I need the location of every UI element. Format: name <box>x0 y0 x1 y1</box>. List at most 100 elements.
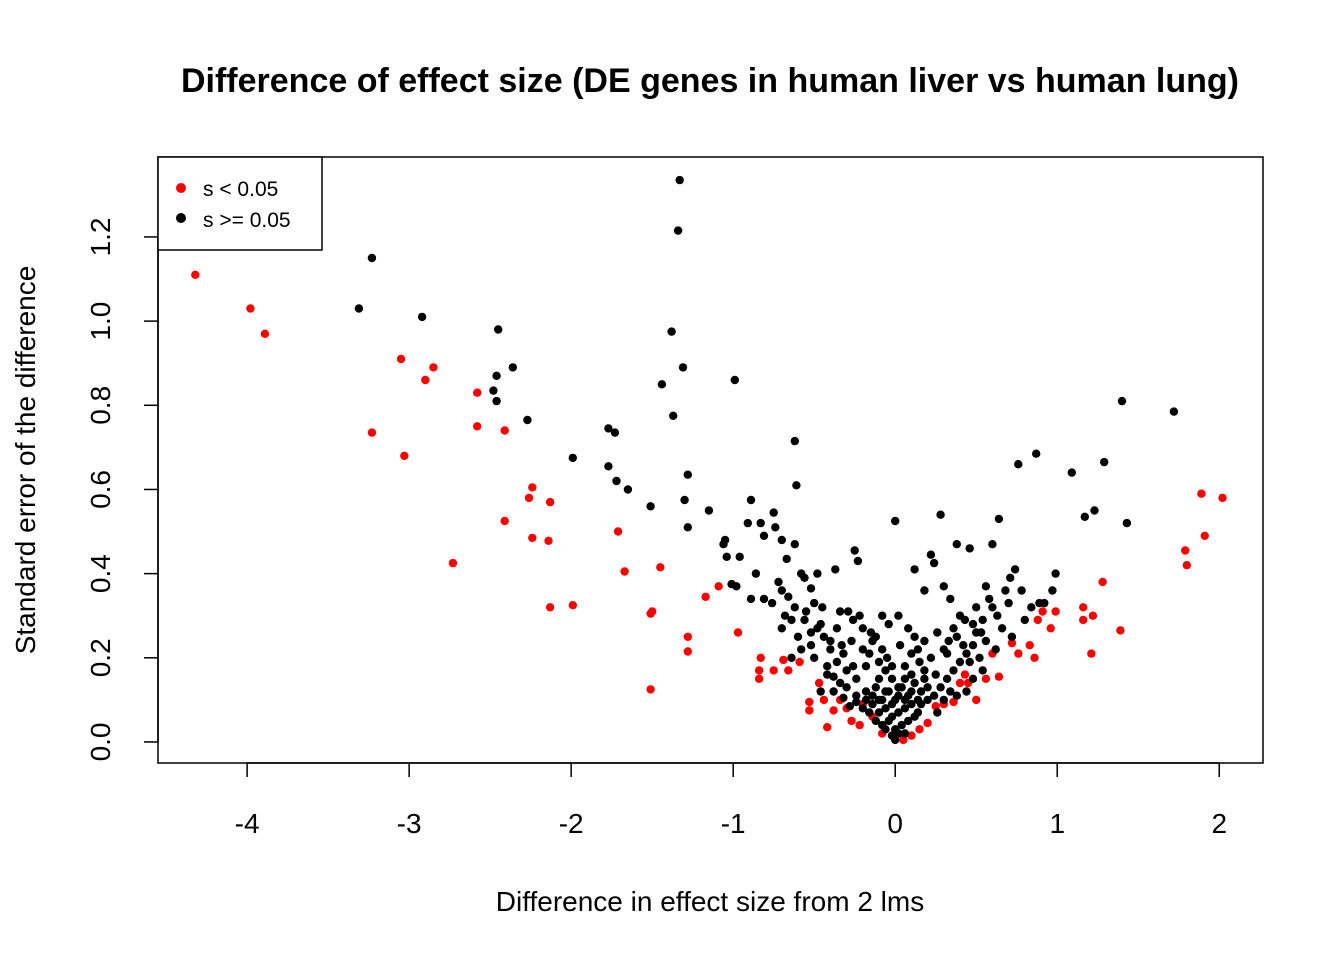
point-not-significant <box>777 624 786 633</box>
point-significant <box>955 678 965 688</box>
point-not-significant <box>646 502 655 511</box>
point-not-significant <box>952 540 961 549</box>
point-not-significant <box>826 636 835 646</box>
point-significant <box>545 603 555 612</box>
point-significant <box>396 354 406 364</box>
point-not-significant <box>997 624 1007 633</box>
point-not-significant <box>910 712 919 721</box>
point-not-significant <box>769 508 778 517</box>
point-significant <box>528 533 537 543</box>
point-not-significant <box>831 565 840 574</box>
point-significant <box>915 725 924 734</box>
point-not-significant <box>813 569 822 578</box>
x-tick-label: 2 <box>1211 808 1227 839</box>
point-significant <box>400 451 409 460</box>
legend-marker-significant <box>176 183 186 193</box>
x-tick-label: 1 <box>1049 808 1065 839</box>
point-not-significant <box>667 327 676 336</box>
y-tick-label: 0.0 <box>85 722 116 761</box>
y-tick-label: 1.0 <box>85 302 116 341</box>
point-not-significant <box>887 662 897 671</box>
point-significant <box>819 695 829 705</box>
point-not-significant <box>965 544 974 553</box>
point-significant <box>784 666 793 675</box>
point-not-significant <box>913 645 923 654</box>
point-not-significant <box>732 582 741 591</box>
point-significant <box>981 674 991 683</box>
point-significant <box>656 563 665 572</box>
point-significant <box>646 685 655 694</box>
point-significant <box>646 609 655 618</box>
point-not-significant <box>777 535 786 545</box>
y-tick-label: 0.6 <box>85 470 116 509</box>
point-not-significant <box>968 674 978 683</box>
point-not-significant <box>852 691 861 700</box>
point-significant <box>1046 624 1055 633</box>
point-not-significant <box>913 695 923 705</box>
point-not-significant <box>719 540 728 549</box>
point-not-significant <box>881 725 890 734</box>
point-not-significant <box>878 611 887 620</box>
point-significant <box>795 657 804 667</box>
point-not-significant <box>818 603 827 612</box>
point-not-significant <box>978 615 987 625</box>
y-tick-label: 1.2 <box>85 217 116 256</box>
point-not-significant <box>929 558 939 568</box>
point-not-significant <box>683 523 692 532</box>
point-significant <box>1030 653 1039 662</box>
point-not-significant <box>981 636 991 646</box>
point-not-significant <box>904 624 913 633</box>
point-significant <box>528 483 537 492</box>
point-not-significant <box>939 582 948 591</box>
x-tick-label: -2 <box>559 808 584 839</box>
point-not-significant <box>832 624 842 633</box>
point-significant <box>931 702 940 711</box>
point-not-significant <box>806 628 816 637</box>
point-not-significant <box>848 615 858 625</box>
point-not-significant <box>844 607 853 616</box>
point-not-significant <box>1067 468 1077 477</box>
point-not-significant <box>874 708 884 717</box>
point-not-significant <box>787 653 796 662</box>
point-not-significant <box>952 632 961 641</box>
point-not-significant <box>354 304 364 313</box>
point-not-significant <box>895 641 905 650</box>
point-not-significant <box>751 569 761 578</box>
point-not-significant <box>920 674 929 683</box>
point-not-significant <box>489 386 498 395</box>
point-not-significant <box>1040 598 1049 608</box>
point-not-significant <box>920 636 929 646</box>
point-not-significant <box>759 594 769 604</box>
point-not-significant <box>993 611 1002 620</box>
point-not-significant <box>881 666 890 675</box>
point-significant <box>814 678 824 688</box>
point-not-significant <box>968 641 978 650</box>
point-not-significant <box>894 691 903 700</box>
point-not-significant <box>835 678 845 688</box>
point-not-significant <box>1051 569 1060 578</box>
point-not-significant <box>874 674 884 683</box>
point-not-significant <box>861 662 871 671</box>
point-not-significant <box>933 628 942 637</box>
point-not-significant <box>806 641 816 650</box>
point-not-significant <box>850 546 859 555</box>
point-not-significant <box>1080 512 1090 521</box>
point-significant <box>714 582 723 591</box>
point-not-significant <box>920 666 929 675</box>
point-not-significant <box>897 720 906 730</box>
point-not-significant <box>920 586 929 595</box>
point-not-significant <box>868 699 877 709</box>
point-not-significant <box>985 594 994 604</box>
point-significant <box>756 653 765 662</box>
point-not-significant <box>704 506 714 515</box>
point-significant <box>769 666 778 675</box>
point-not-significant <box>868 636 877 646</box>
point-not-significant <box>978 666 987 675</box>
point-not-significant <box>894 611 903 620</box>
point-not-significant <box>959 641 968 650</box>
point-not-significant <box>730 375 739 385</box>
point-not-significant <box>839 693 848 702</box>
point-significant <box>421 375 430 385</box>
point-not-significant <box>931 670 940 679</box>
point-significant <box>1033 615 1043 625</box>
